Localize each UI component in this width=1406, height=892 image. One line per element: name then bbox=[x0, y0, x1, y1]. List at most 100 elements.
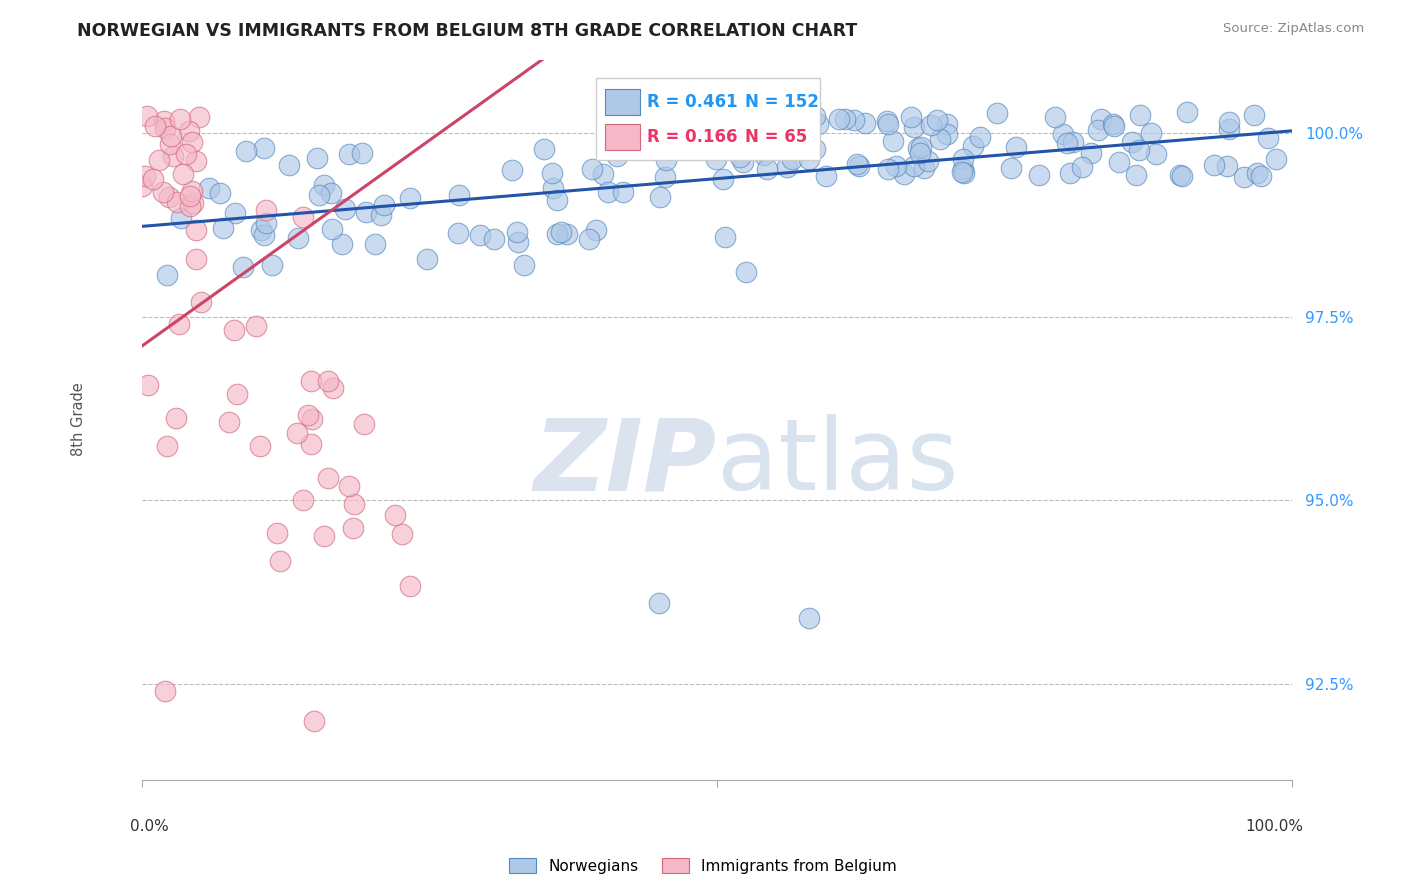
Point bbox=[1108, 155, 1130, 169]
Point bbox=[1045, 110, 1067, 124]
Point bbox=[950, 165, 973, 179]
Point bbox=[226, 387, 249, 401]
Point bbox=[322, 381, 344, 395]
Point bbox=[304, 714, 326, 728]
Point bbox=[685, 129, 707, 144]
Point bbox=[882, 134, 904, 148]
Point bbox=[342, 521, 364, 535]
Text: atlas: atlas bbox=[717, 414, 959, 511]
Point bbox=[172, 167, 194, 181]
Point bbox=[914, 161, 936, 176]
Point bbox=[1028, 168, 1050, 182]
Point bbox=[546, 227, 568, 242]
Point bbox=[181, 184, 204, 198]
Point bbox=[308, 187, 330, 202]
Point bbox=[353, 417, 375, 431]
Point bbox=[364, 237, 387, 252]
Text: 0.0%: 0.0% bbox=[131, 819, 169, 834]
Point bbox=[301, 412, 323, 426]
Point bbox=[184, 154, 207, 169]
Point bbox=[449, 187, 471, 202]
FancyBboxPatch shape bbox=[596, 78, 820, 161]
Point bbox=[1216, 159, 1239, 173]
Legend: Norwegians, Immigrants from Belgium: Norwegians, Immigrants from Belgium bbox=[503, 852, 903, 880]
Point bbox=[1243, 108, 1265, 122]
Point bbox=[592, 167, 614, 181]
Point bbox=[131, 179, 153, 194]
Point bbox=[253, 227, 276, 242]
Point bbox=[596, 186, 619, 200]
Point bbox=[153, 684, 176, 698]
Point bbox=[399, 579, 422, 593]
Point bbox=[900, 110, 922, 124]
Text: ZIP: ZIP bbox=[534, 414, 717, 511]
Point bbox=[1071, 161, 1094, 175]
Point bbox=[541, 180, 564, 194]
Point bbox=[245, 319, 267, 334]
Bar bbox=[605, 89, 640, 115]
Point bbox=[254, 202, 277, 217]
Point bbox=[1056, 136, 1078, 150]
Point bbox=[321, 222, 343, 236]
Point bbox=[1140, 126, 1163, 140]
Text: R = 0.461: R = 0.461 bbox=[647, 93, 737, 112]
Point bbox=[893, 168, 915, 182]
Point bbox=[1102, 117, 1125, 131]
Point bbox=[262, 258, 284, 272]
Point bbox=[752, 148, 775, 162]
Point bbox=[370, 208, 392, 222]
Point bbox=[319, 186, 342, 201]
Point bbox=[1175, 104, 1198, 119]
Point bbox=[160, 128, 183, 143]
Point bbox=[512, 259, 534, 273]
Y-axis label: 8th Grade: 8th Grade bbox=[72, 383, 86, 457]
Point bbox=[232, 260, 254, 274]
Point bbox=[952, 152, 974, 166]
Point bbox=[198, 180, 221, 194]
Point bbox=[162, 149, 184, 163]
Text: N = 152: N = 152 bbox=[745, 93, 820, 112]
Point bbox=[337, 147, 360, 161]
Point bbox=[373, 197, 395, 211]
Point bbox=[738, 116, 761, 130]
Point bbox=[962, 138, 984, 153]
Point bbox=[501, 163, 523, 178]
Point bbox=[935, 127, 957, 141]
Point bbox=[180, 135, 202, 149]
Point bbox=[756, 162, 779, 177]
Point bbox=[152, 185, 174, 199]
Point bbox=[136, 378, 159, 392]
Point bbox=[654, 153, 676, 167]
Point bbox=[218, 415, 240, 429]
Point bbox=[797, 152, 820, 166]
Point bbox=[1265, 152, 1288, 166]
Point bbox=[682, 108, 704, 122]
Point bbox=[780, 152, 803, 166]
Point bbox=[716, 126, 738, 140]
Point bbox=[181, 195, 204, 210]
Point bbox=[907, 141, 929, 155]
Point bbox=[728, 150, 751, 164]
Point bbox=[681, 115, 703, 129]
Point bbox=[714, 230, 737, 244]
Text: 100.0%: 100.0% bbox=[1246, 819, 1303, 834]
Point bbox=[186, 223, 208, 237]
Point bbox=[316, 375, 339, 389]
Point bbox=[735, 264, 758, 278]
Point bbox=[508, 235, 530, 249]
Point bbox=[285, 425, 308, 440]
Point bbox=[222, 323, 245, 337]
Point bbox=[533, 142, 555, 156]
Point bbox=[581, 162, 603, 177]
Text: R = 0.166: R = 0.166 bbox=[647, 128, 737, 145]
Point bbox=[249, 223, 271, 237]
Point bbox=[541, 166, 564, 180]
Point bbox=[1087, 122, 1109, 136]
Point bbox=[212, 220, 235, 235]
Point bbox=[804, 142, 827, 156]
Point bbox=[749, 134, 772, 148]
Point bbox=[148, 153, 170, 167]
Point bbox=[877, 162, 900, 177]
Point bbox=[291, 210, 314, 224]
Point bbox=[952, 161, 974, 176]
